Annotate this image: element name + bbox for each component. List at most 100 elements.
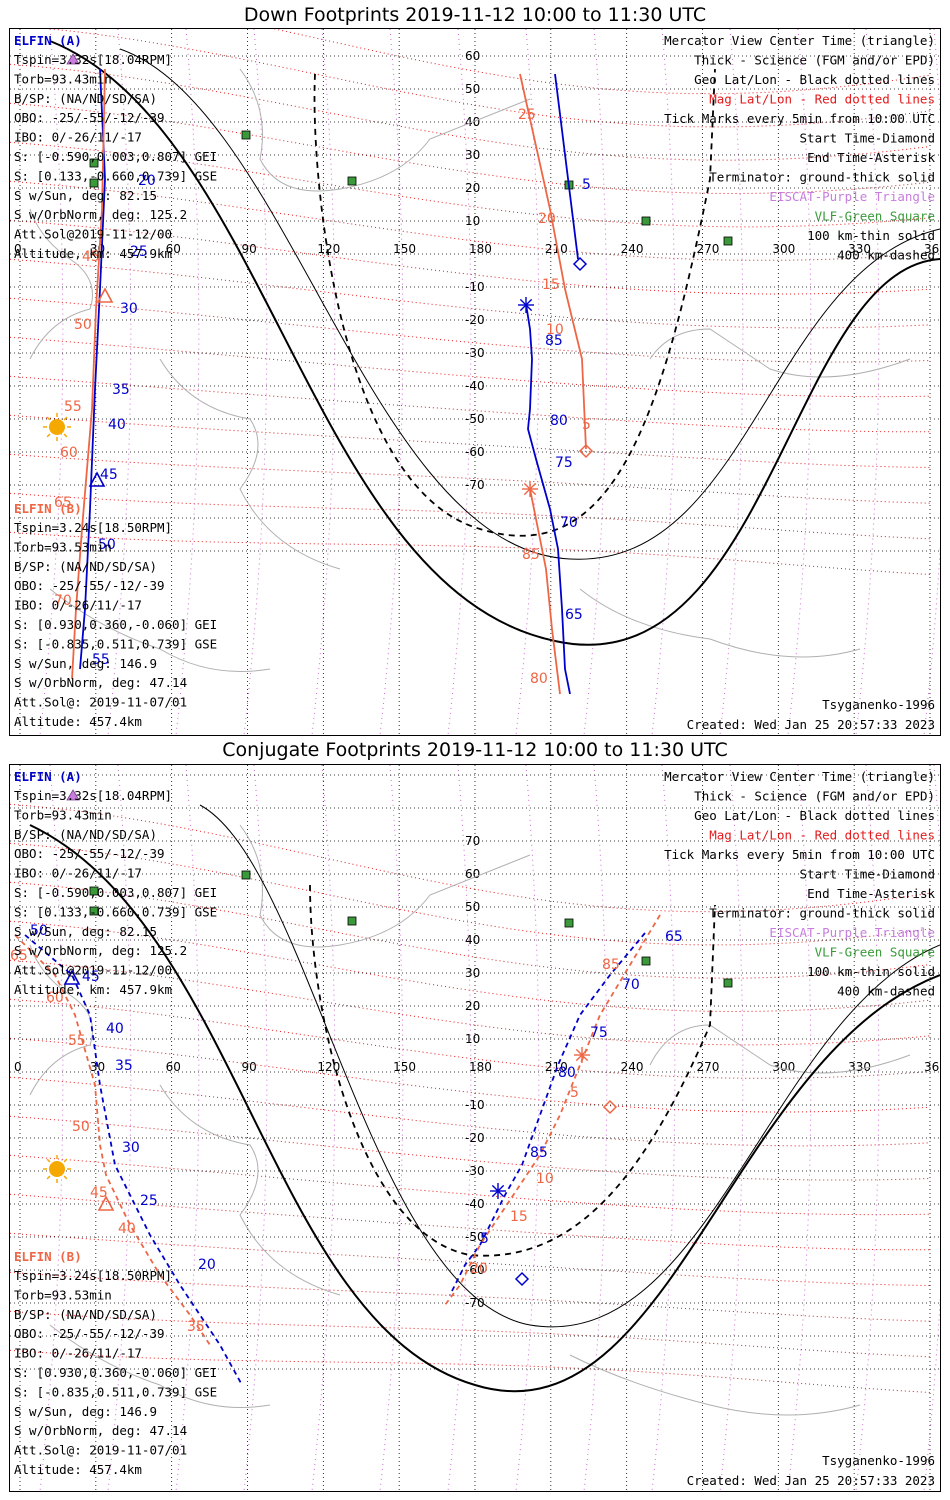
legend-line: Geo Lat/Lon - Black dotted lines [694,808,935,823]
lon-tick-label: 300 [772,242,795,256]
elfin-a-info-line: S: [0.133,-0.660,0.739] GSE [14,904,217,919]
mag-lat-line [10,803,931,913]
elfin-a-info-line: OBO: -25/-55/-12/-39 [14,846,165,861]
elfin-a-tick-label: 50 [98,537,116,553]
elfin-a-tick-label: 35 [112,382,130,398]
eiscat-triangle [66,53,80,65]
elfin-a-tick-label: 70 [622,977,640,993]
elfin-b-info-line: OBO: -25/-55/-12/-39 [14,578,165,593]
elfin-a-tick-label: 40 [106,1021,124,1037]
elfin-b-info-line: B/SP: (NA/ND/SD/SA) [14,559,157,574]
elfin-a-tick-label: 45 [100,467,118,483]
mag-lon-line [651,29,676,735]
lon-tick-label: 0 [14,1060,22,1074]
elfin-a-info-line: B/SP: (NA/ND/SD/SA) [14,91,157,106]
elfin-a-tick-label: 50 [30,923,48,939]
elfin-a-tick-label: 5 [582,177,591,193]
elfin-b-info-line: S: [-0.835,0.511,0.739] GSE [14,636,217,651]
legend-line: Terminator: ground-thick solid [709,906,935,921]
conjugate-footprints-map: 0306090120150180210240270300330360706050… [9,764,941,1492]
legend-line: Tick Marks every 5min from 10:00 UTC [664,847,935,862]
elfin-b-tick-label: 60 [46,990,64,1006]
elfin-a-info-line: Torb=93.43min [14,71,112,86]
legend-line: 400 km-dashed [837,984,935,999]
elfin-a-tick-label: 65 [665,929,683,945]
elfin-b-tick-label: 65 [54,495,72,511]
sun-ray [46,416,51,421]
lon-tick-label: 360 [924,242,941,256]
model-label: Tsyganenko-1996 [822,1453,935,1468]
elfin-b-name: ELFIN (B) [14,501,82,516]
terminator-400km [313,68,716,537]
lat-tick-label: 10 [465,1032,480,1046]
lon-tick-label: 210 [545,1060,568,1074]
elfin-b-info-line: Torb=93.53min [14,1287,112,1302]
vlf-station-square [347,176,357,186]
lon-tick-label: 180 [469,1060,492,1074]
sun-ray [46,1175,51,1180]
vlf-station-square [241,870,251,880]
legend-line: Mercator View Center Time (triangle) [664,33,935,48]
elfin-b-tick-label: 5 [582,417,591,433]
legend-line: Geo Lat/Lon - Black dotted lines [694,72,935,87]
elfin-a-end-asterisk [491,1184,505,1198]
mag-lat-line [10,141,931,228]
coastline [649,328,911,378]
vlf-station-square [89,178,99,188]
elfin-b-track-west [71,68,106,680]
lat-tick-label: 50 [465,900,480,914]
elfin-b-tick-label: 10 [536,1171,554,1187]
elfin-a-tick-label: 30 [122,1140,140,1156]
vlf-station-square [564,918,574,928]
elfin-b-tick-label: 70 [54,593,72,609]
elfin-a-info-line: Altitude, km: 457.9km [14,982,172,997]
mag-lon-line [787,29,812,735]
vlf-station-square [641,956,651,966]
panel-title-conjugate: Conjugate Footprints 2019-11-12 10:00 to… [222,739,728,761]
elfin-b-info-line: S w/Sun, deg: 146.9 [14,656,157,671]
legend-line: Thick - Science (FGM and/or EPD) [694,789,935,804]
mag-lat-line [10,1193,930,1251]
elfin-a-tick-label: 45 [82,969,100,985]
elfin-b-tick-label: 55 [64,399,82,415]
elfin-b-tick-label: 45 [90,1185,108,1201]
vlf-station-square [641,216,651,226]
lon-tick-label: 210 [545,242,568,256]
down-footprints-map: 0 30 60 90 120 150 180 210 240 270 300 330 360 70 60 50… [9,28,941,736]
elfin-b-info-line: S w/OrbNorm, deg: 47.14 [14,1423,187,1438]
coastline [239,68,531,192]
lon-tick-label: 330 [848,242,871,256]
lon-tick-label: 270 [697,242,720,256]
elfin-a-tick-label: 40 [108,417,126,433]
coastline [49,588,271,672]
sun-ray [46,1158,51,1163]
elfin-a-tick-label: 85 [530,1145,548,1161]
coastline [49,1324,271,1408]
lat-tick-label: 70 [465,28,480,30]
elfin-b-tick-label: 40 [118,1221,136,1237]
legend-line: Start Time-Diamond [800,131,935,146]
lat-tick-label: -20 [465,313,485,327]
elfin-a-info-line: IBO: 0/-26/11/-17 [14,130,142,145]
lon-tick-label: 150 [393,1060,416,1074]
elfin-a-info-line: S: [-0.590,0.003,0.807] GEI [14,885,217,900]
elfin-a-info-line: S: [0.133,-0.660,0.739] GSE [14,168,217,183]
elfin-b-tick-label: 15 [510,1209,528,1225]
elfin-a-tick-label: 25 [130,244,148,260]
mag-lat-line [10,453,931,504]
lat-tick-label: -70 [465,1296,485,1310]
mag-lat-line [10,336,931,398]
lat-tick-label: -70 [465,478,485,492]
mag-lat-line [10,1232,931,1286]
elfin-b-info-line: Torb=93.53min [14,539,112,554]
elfin-b-info-line: IBO: 0/-26/11/-17 [14,598,142,613]
elfin-a-tick-label: 85 [545,333,563,349]
elfin-b-tick-label: 15 [542,277,560,293]
legend-line: VLF-Green Square [815,945,935,960]
elfin-b-track-east [519,73,587,695]
elfin-a-tick-label: 80 [558,1065,576,1081]
lon-tick-label: 30 [90,1060,105,1074]
elfin-b-center-triangle [96,287,114,303]
mag-lat-line [10,1310,931,1358]
elfin-b-start-diamond [602,1099,618,1115]
